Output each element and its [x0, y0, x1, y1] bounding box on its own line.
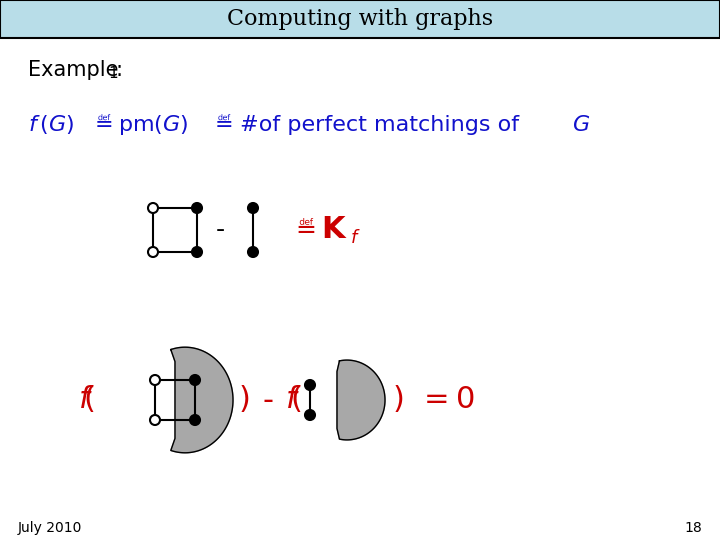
Circle shape — [150, 375, 160, 385]
Text: $f\,(G)$: $f\,(G)$ — [28, 113, 74, 137]
Text: July 2010: July 2010 — [18, 521, 82, 535]
Circle shape — [248, 203, 258, 213]
Circle shape — [148, 203, 158, 213]
Circle shape — [192, 247, 202, 257]
Text: $)$: $)$ — [238, 384, 249, 415]
Circle shape — [192, 203, 202, 213]
Text: $G$: $G$ — [572, 114, 590, 136]
Circle shape — [248, 247, 258, 257]
Text: #of perfect matchings of: #of perfect matchings of — [240, 115, 526, 135]
Circle shape — [150, 415, 160, 425]
Text: $\mathrm{pm}(G)$: $\mathrm{pm}(G)$ — [118, 113, 189, 137]
Text: $f\!($: $f\!($ — [285, 384, 302, 415]
Text: $f\!($: $f\!($ — [78, 384, 95, 415]
Text: -: - — [215, 218, 225, 242]
Circle shape — [305, 410, 315, 420]
Text: $= 0$: $= 0$ — [418, 384, 474, 415]
Polygon shape — [337, 360, 385, 440]
Text: $f$: $f$ — [350, 229, 361, 247]
Polygon shape — [171, 347, 233, 453]
Text: -: - — [263, 386, 274, 415]
Text: Computing with graphs: Computing with graphs — [227, 8, 493, 30]
Text: 18: 18 — [684, 521, 702, 535]
Text: :: : — [116, 60, 123, 80]
Text: $)$: $)$ — [392, 384, 403, 415]
Text: ≝: ≝ — [215, 115, 233, 135]
Text: ≝: ≝ — [95, 115, 114, 135]
Circle shape — [190, 375, 200, 385]
Text: Example: Example — [28, 60, 125, 80]
Circle shape — [148, 247, 158, 257]
Circle shape — [305, 380, 315, 390]
Circle shape — [190, 415, 200, 425]
Text: 1: 1 — [108, 65, 117, 80]
Text: $\mathbf{K}$: $\mathbf{K}$ — [321, 214, 348, 246]
FancyBboxPatch shape — [0, 0, 720, 38]
Text: ≝: ≝ — [295, 218, 316, 242]
